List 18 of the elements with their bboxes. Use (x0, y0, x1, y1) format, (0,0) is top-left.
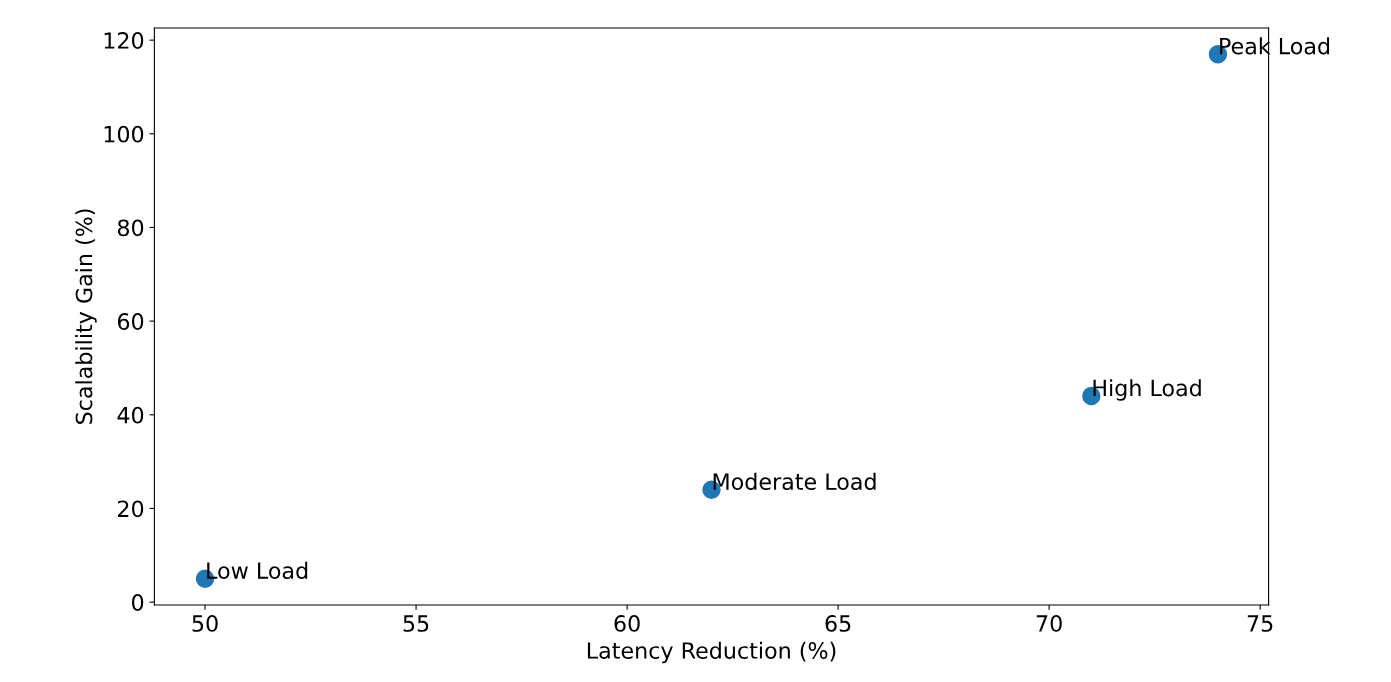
x-tick-label: 60 (614, 615, 640, 632)
y-tick-label: 120 (104, 32, 144, 49)
y-tick-label: 40 (117, 406, 144, 424)
x-tick-label: 65 (825, 615, 851, 632)
annotation: High Load (1093, 379, 1201, 401)
y-tick-label: 60 (117, 313, 144, 330)
y-tick-label: 0 (132, 594, 144, 611)
x-tick-label: 55 (403, 615, 429, 632)
y-tick-label: 100 (104, 125, 144, 143)
x-tick-label: 50 (192, 615, 218, 632)
annotation: Moderate Load (713, 472, 876, 491)
y-tick-label: 20 (118, 500, 144, 518)
x-axis-title: Latency Reduction (%) (587, 641, 836, 664)
y-axis-title: Scalability Gain (%) (75, 209, 97, 424)
x-tick-label: 70 (1036, 615, 1062, 632)
x-tick-label: 75 (1247, 615, 1273, 632)
y-tick-label: 80 (117, 219, 144, 237)
annotation: Low Load (207, 561, 308, 580)
